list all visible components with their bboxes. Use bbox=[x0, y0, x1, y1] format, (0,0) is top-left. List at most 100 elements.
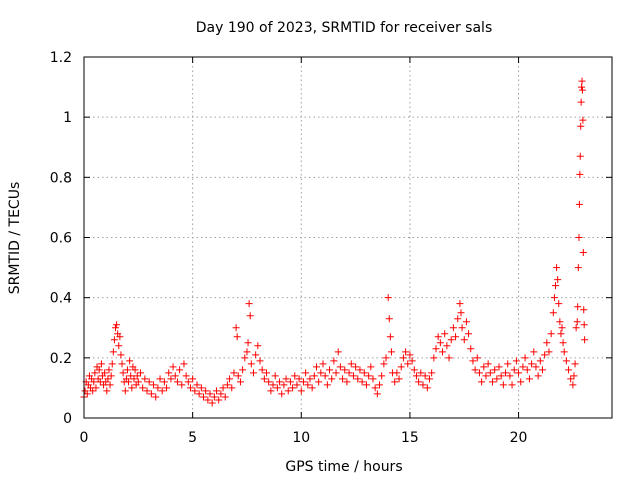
data-point bbox=[152, 393, 160, 401]
y-tick-label: 0.2 bbox=[50, 351, 72, 367]
data-point bbox=[278, 390, 286, 398]
data-point bbox=[239, 366, 247, 374]
data-point bbox=[230, 369, 238, 377]
data-point bbox=[336, 363, 344, 371]
data-point bbox=[244, 339, 252, 347]
data-point bbox=[221, 393, 229, 401]
data-point bbox=[178, 381, 186, 389]
data-point bbox=[406, 351, 414, 359]
data-point bbox=[432, 345, 440, 353]
data-point bbox=[567, 375, 575, 383]
data-point bbox=[460, 336, 468, 344]
data-point bbox=[439, 348, 447, 356]
data-point bbox=[554, 276, 562, 284]
data-point bbox=[200, 393, 208, 401]
data-point bbox=[576, 170, 584, 178]
data-point bbox=[447, 336, 455, 344]
data-point bbox=[133, 372, 141, 380]
data-point bbox=[286, 378, 294, 386]
data-point bbox=[197, 384, 205, 392]
data-point bbox=[121, 387, 129, 395]
data-point bbox=[247, 360, 255, 368]
data-point bbox=[282, 375, 290, 383]
data-point bbox=[579, 249, 587, 257]
x-tick-label: 15 bbox=[401, 430, 419, 446]
data-point bbox=[191, 387, 199, 395]
data-point bbox=[163, 384, 171, 392]
data-point bbox=[465, 330, 473, 338]
data-point bbox=[143, 387, 151, 395]
data-point bbox=[421, 372, 429, 380]
data-point bbox=[341, 366, 349, 374]
data-point bbox=[362, 381, 370, 389]
data-point bbox=[213, 387, 221, 395]
data-point bbox=[386, 333, 394, 341]
data-point bbox=[410, 366, 418, 374]
data-point bbox=[545, 348, 553, 356]
data-point bbox=[419, 381, 427, 389]
data-point bbox=[525, 375, 533, 383]
data-point bbox=[579, 116, 587, 124]
data-point bbox=[555, 300, 563, 308]
data-point bbox=[488, 378, 496, 386]
data-point bbox=[510, 366, 518, 374]
data-point bbox=[299, 378, 307, 386]
y-tick-label: 0.8 bbox=[50, 170, 72, 186]
data-point bbox=[131, 366, 139, 374]
data-point bbox=[557, 330, 565, 338]
data-point bbox=[208, 399, 216, 407]
data-point bbox=[119, 369, 127, 377]
data-point bbox=[245, 300, 253, 308]
data-point bbox=[541, 351, 549, 359]
data-point bbox=[412, 372, 420, 380]
data-point bbox=[219, 384, 227, 392]
data-point bbox=[154, 384, 162, 392]
data-point bbox=[108, 360, 116, 368]
chart-title: Day 190 of 2023, SRMTID for receiver sal… bbox=[196, 20, 492, 36]
data-point bbox=[195, 390, 203, 398]
data-point bbox=[180, 360, 188, 368]
data-point bbox=[565, 366, 573, 374]
data-point bbox=[577, 122, 585, 130]
data-point bbox=[512, 357, 520, 365]
data-point bbox=[456, 300, 464, 308]
data-point bbox=[482, 372, 490, 380]
data-point bbox=[265, 378, 273, 386]
data-point bbox=[234, 372, 242, 380]
data-point bbox=[90, 378, 98, 386]
data-point bbox=[436, 339, 444, 347]
data-point bbox=[574, 303, 582, 311]
data-point bbox=[441, 330, 449, 338]
grid-lines bbox=[84, 57, 612, 418]
data-point bbox=[570, 372, 578, 380]
data-point bbox=[573, 318, 581, 326]
data-point bbox=[562, 357, 570, 365]
data-point bbox=[376, 381, 384, 389]
data-point bbox=[360, 369, 368, 377]
data-point bbox=[534, 372, 542, 380]
data-point bbox=[106, 381, 114, 389]
data-point bbox=[118, 360, 126, 368]
data-point bbox=[330, 357, 338, 365]
data-point bbox=[134, 378, 142, 386]
data-point bbox=[497, 372, 505, 380]
data-point bbox=[136, 369, 144, 377]
data-point bbox=[502, 369, 510, 377]
data-point bbox=[125, 378, 133, 386]
x-tick-label: 5 bbox=[188, 430, 197, 446]
data-point bbox=[391, 378, 399, 386]
data-point bbox=[280, 381, 288, 389]
data-point bbox=[399, 354, 407, 362]
data-point bbox=[547, 330, 555, 338]
data-point bbox=[297, 387, 305, 395]
data-point bbox=[519, 363, 527, 371]
data-point bbox=[575, 200, 583, 208]
data-point bbox=[228, 384, 236, 392]
data-point bbox=[354, 375, 362, 383]
data-point bbox=[115, 342, 123, 350]
data-point bbox=[113, 321, 121, 329]
data-point bbox=[572, 324, 580, 332]
data-point bbox=[256, 357, 264, 365]
data-point bbox=[452, 333, 460, 341]
